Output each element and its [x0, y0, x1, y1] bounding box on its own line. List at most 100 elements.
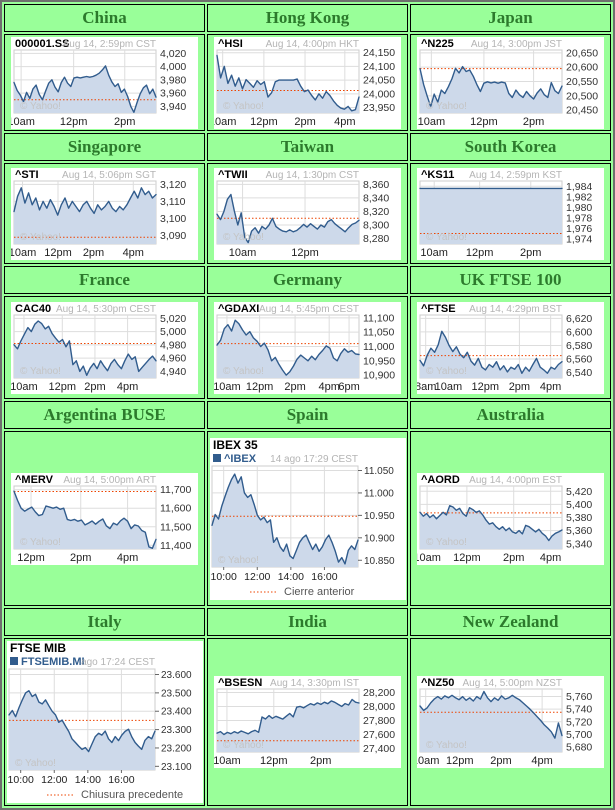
yahoo-watermark: © Yahoo! [20, 101, 61, 112]
market-region-label: New Zealand [462, 612, 559, 631]
chart-india[interactable]: © Yahoo! 28,200 28,000 27,800 27,600 27,400 10… [213, 676, 401, 768]
ticker-symbol: FTSEMIB.MI [21, 656, 85, 668]
market-region-label: Taiwan [280, 137, 335, 156]
yahoo-watermark: © Yahoo! [426, 366, 467, 377]
y-axis-label: 1,982 [566, 191, 592, 203]
chart-argentina-buse[interactable]: © Yahoo! 11,700 11,600 11,500 11,400 12pm 2pm 4… [11, 472, 198, 565]
x-axis-label: 14:00 [74, 774, 100, 786]
y-axis-label: 5,020 [160, 312, 186, 324]
x-axis-label: 12pm [17, 552, 45, 564]
y-axis-label: 6,540 [566, 367, 592, 379]
yahoo-watermark: © Yahoo! [426, 101, 467, 112]
market-cell-taiwan: © Yahoo! 8,360 8,340 8,320 8,300 8,280 10am 12p… [207, 163, 408, 264]
market-cell-italy: © Yahoo! 23.600 23.500 23.400 23.300 23.200 23… [4, 638, 205, 806]
series-area-fill [14, 320, 156, 378]
x-axis-label: 12pm [60, 116, 88, 128]
ticker-symbol: ^AORD [421, 474, 460, 486]
y-axis-label: 28,200 [363, 687, 395, 699]
market-header-australia: Australia [410, 401, 611, 429]
series-line [216, 193, 360, 243]
yahoo-watermark: © Yahoo! [223, 366, 264, 377]
y-axis-label: 5,420 [566, 485, 592, 497]
series-line [419, 690, 563, 739]
series-area-fill [14, 490, 156, 549]
x-axis-label: 12:00 [41, 774, 67, 786]
series-area-fill [8, 690, 155, 770]
y-axis-label: 23.600 [161, 670, 192, 681]
chart-italy[interactable]: © Yahoo! 23.600 23.500 23.400 23.300 23.200 23… [6, 641, 203, 803]
chart-south-korea[interactable]: © Yahoo! 1,984 1,982 1,980 1,978 1,976 1,974 10… [417, 167, 604, 260]
x-axis-label: 4pm [540, 381, 561, 393]
y-axis-label: 3,100 [160, 212, 186, 224]
y-axis-label: 11,100 [363, 312, 394, 324]
chart-uk-ftse-100[interactable]: © Yahoo! 6,620 6,600 6,580 6,560 6,540 8am 10am… [415, 301, 604, 394]
market-cell-singapore: © Yahoo! 3,120 3,110 3,100 3,090 10am 12pm 2pm 4… [4, 163, 205, 264]
x-axis-label: 4pm [540, 552, 561, 564]
chart-germany[interactable]: © Yahoo! 11,100 11,050 11,000 10,950 10,900 10… [213, 301, 401, 394]
market-header-new-zealand: New Zealand [410, 608, 611, 636]
chart-japan[interactable]: © Yahoo! 20,650 20,600 20,550 20,500 20,450 10… [417, 36, 604, 129]
ticker-symbol: ^NZ50 [421, 677, 454, 689]
series-line [13, 186, 157, 216]
market-region-label: Hong Kong [265, 8, 350, 27]
x-axis-label: 2pm [114, 116, 135, 128]
market-header-china: China [4, 4, 205, 32]
yahoo-watermark: © Yahoo! [218, 555, 259, 566]
x-axis-label: 12pm [470, 116, 498, 128]
series-line [419, 65, 563, 107]
market-region-label: UK FTSE 100 [459, 270, 562, 289]
x-axis-label: 4pm [334, 116, 355, 128]
yahoo-watermark: © Yahoo! [426, 740, 467, 751]
y-axis-label: 23.400 [161, 707, 192, 718]
y-axis-label: 1,984 [566, 180, 592, 192]
y-axis-label: 11,000 [363, 341, 394, 353]
y-axis-label: 11,600 [160, 502, 191, 514]
chart-timestamp: ago 17:24 CEST [81, 657, 155, 668]
y-axis-label: 4,940 [160, 365, 186, 377]
chart-spain[interactable]: © Yahoo! 11.050 11.000 10.950 10.900 10.850 10… [209, 437, 406, 600]
chart-singapore[interactable]: © Yahoo! 3,120 3,110 3,100 3,090 10am 12pm 2pm 4… [9, 167, 198, 260]
y-axis-label: 24,150 [363, 47, 395, 59]
market-region-label: Singapore [67, 137, 142, 156]
x-axis-label: 4pm [123, 247, 144, 259]
market-header-japan: Japan [410, 4, 611, 32]
market-region-label: Italy [87, 612, 122, 631]
y-axis-label: 11,050 [363, 326, 394, 338]
y-axis-label: 5,360 [566, 525, 592, 537]
yahoo-watermark: © Yahoo! [223, 232, 264, 243]
chart-image-germany: © Yahoo! 11,100 11,050 11,000 10,950 10,900 10… [213, 301, 401, 394]
y-axis-label: 5,720 [566, 716, 592, 728]
y-axis-label: 5,700 [566, 729, 592, 741]
y-axis-label: 8,280 [363, 233, 389, 245]
market-region-label: Argentina BUSE [43, 405, 166, 424]
y-axis-label: 6,560 [566, 353, 592, 365]
x-axis-label: 4pm [531, 755, 552, 767]
market-header-argentina-buse: Argentina BUSE [4, 401, 205, 429]
chart-title: FTSE MIB [10, 641, 66, 655]
market-header-india: India [207, 608, 408, 636]
chart-france[interactable]: © Yahoo! 5,020 5,000 4,980 4,960 4,940 10am 12p… [10, 301, 198, 394]
y-axis-label: 1,974 [566, 233, 592, 245]
series-line [7, 690, 156, 753]
y-axis-label: 6,580 [566, 339, 592, 351]
y-axis-label: 3,120 [160, 178, 186, 190]
x-axis-label: 12pm [246, 381, 274, 393]
y-axis-label: 23.500 [161, 688, 192, 699]
x-axis-label: 10am [11, 116, 35, 128]
chart-timestamp: Aug 14, 5:45pm CEST [259, 304, 359, 315]
x-axis-label: 12pm [291, 247, 319, 259]
ticker-symbol: ^HSI [218, 38, 243, 50]
x-axis-label: 10am [435, 381, 463, 393]
market-header-uk-ftse-100: UK FTSE 100 [410, 266, 611, 294]
y-axis-label: 4,000 [160, 61, 186, 73]
chart-taiwan[interactable]: © Yahoo! 8,360 8,340 8,320 8,300 8,280 10am 12p… [214, 167, 401, 260]
x-axis-label: 10am [214, 381, 241, 393]
market-cell-france: © Yahoo! 5,020 5,000 4,980 4,960 4,940 10am 12p… [4, 296, 205, 399]
x-axis-label: 12pm [49, 381, 77, 393]
x-axis-label: 10am [214, 755, 241, 767]
